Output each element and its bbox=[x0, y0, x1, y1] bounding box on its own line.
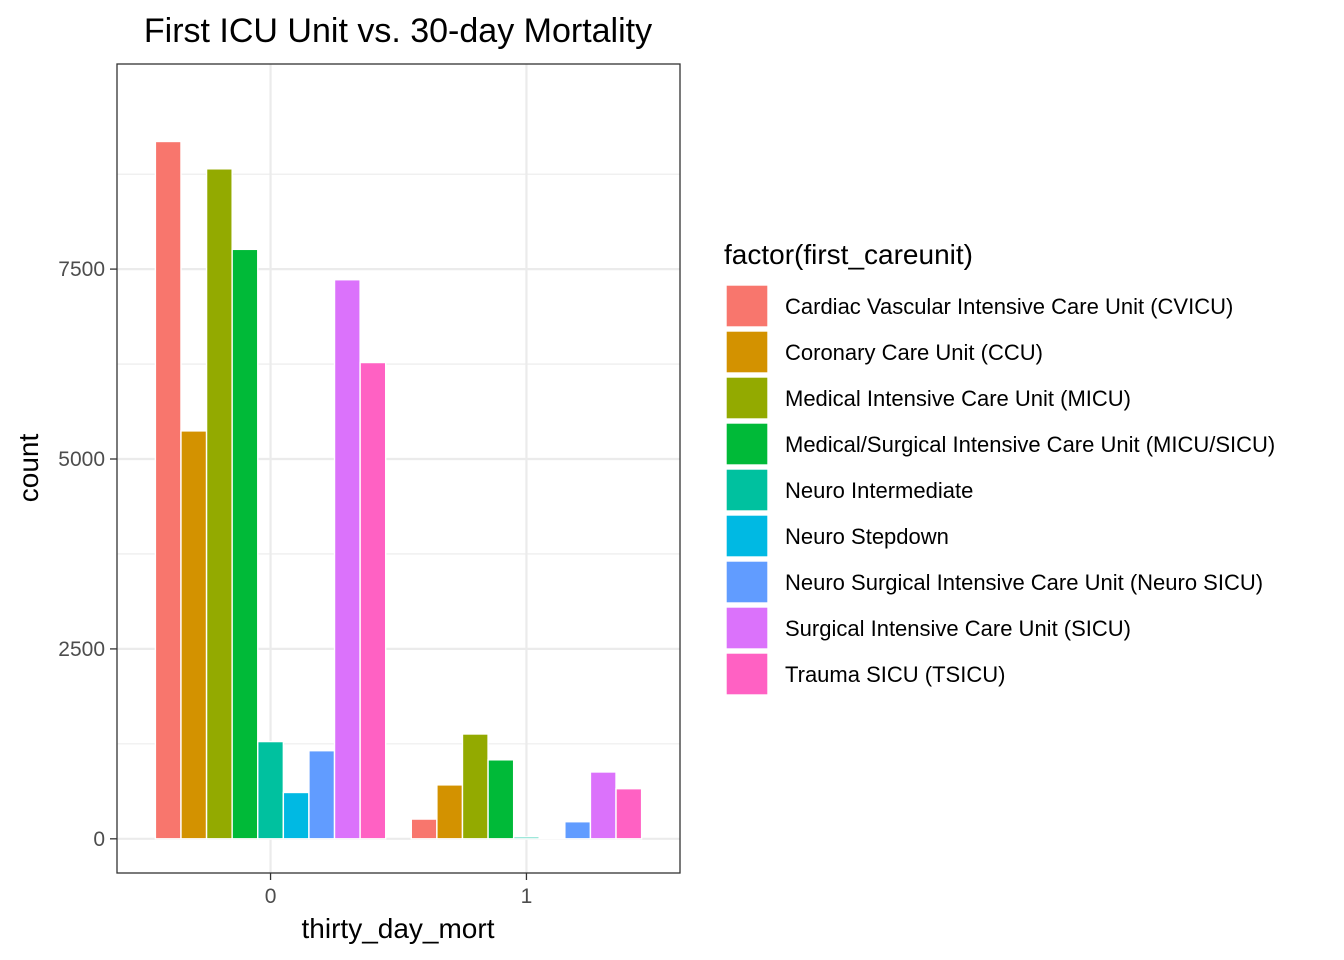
bar bbox=[589, 771, 617, 840]
y-tick-label: 5000 bbox=[58, 448, 105, 471]
bar bbox=[308, 750, 336, 840]
y-axis: 0 2500 5000 7500 bbox=[58, 258, 117, 851]
x-tick-label: 1 bbox=[521, 885, 533, 908]
bar bbox=[564, 821, 592, 840]
legend-key bbox=[725, 652, 769, 696]
plot-border bbox=[116, 63, 681, 874]
y-tick-label: 0 bbox=[93, 828, 105, 851]
bar bbox=[154, 140, 182, 840]
legend-key bbox=[725, 606, 769, 650]
bar bbox=[436, 784, 464, 840]
x-axis-title: thirty_day_mort bbox=[302, 913, 495, 944]
legend-key bbox=[725, 284, 769, 328]
chart-title: First ICU Unit vs. 30-day Mortality bbox=[144, 12, 652, 50]
legend-key bbox=[725, 376, 769, 420]
bar bbox=[538, 837, 566, 840]
bar bbox=[615, 787, 643, 840]
legend-label: Medical Intensive Care Unit (MICU) bbox=[785, 386, 1131, 411]
bar bbox=[282, 791, 310, 840]
legend-label: Medical/Surgical Intensive Care Unit (MI… bbox=[785, 432, 1275, 457]
legend-key bbox=[725, 422, 769, 466]
legend-key bbox=[725, 330, 769, 374]
y-tick-label: 2500 bbox=[58, 638, 105, 661]
bar bbox=[257, 740, 285, 840]
y-tick-label: 7500 bbox=[58, 258, 105, 281]
legend-label: Neuro Stepdown bbox=[785, 524, 949, 549]
bar bbox=[231, 248, 259, 840]
bars bbox=[154, 140, 643, 840]
legend-key bbox=[725, 560, 769, 604]
legend-label: Trauma SICU (TSICU) bbox=[785, 662, 1005, 687]
bar bbox=[461, 733, 489, 840]
y-axis-title: count bbox=[13, 434, 44, 503]
legend-title: factor(first_careunit) bbox=[724, 239, 973, 270]
bar bbox=[410, 818, 438, 840]
bar bbox=[359, 361, 387, 840]
legend-label: Neuro Intermediate bbox=[785, 478, 973, 503]
legend-label: Neuro Surgical Intensive Care Unit (Neur… bbox=[785, 570, 1263, 595]
legend-label: Coronary Care Unit (CCU) bbox=[785, 340, 1043, 365]
bar bbox=[512, 836, 540, 840]
legend-key bbox=[725, 468, 769, 512]
legend-key bbox=[725, 514, 769, 558]
bar bbox=[487, 759, 515, 840]
bar bbox=[333, 279, 361, 840]
bar bbox=[205, 168, 233, 840]
legend-label: Cardiac Vascular Intensive Care Unit (CV… bbox=[785, 294, 1233, 319]
x-tick-label: 0 bbox=[265, 885, 277, 908]
bar bbox=[180, 430, 208, 840]
legend-label: Surgical Intensive Care Unit (SICU) bbox=[785, 616, 1131, 641]
legend: factor(first_careunit) Cardiac Vascular … bbox=[724, 239, 1275, 696]
